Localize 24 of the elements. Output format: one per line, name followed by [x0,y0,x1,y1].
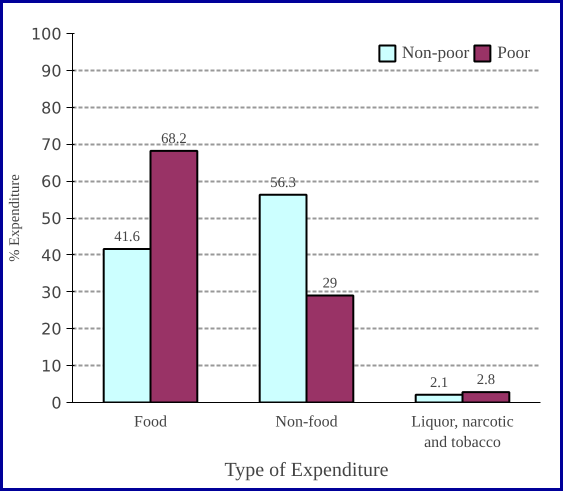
x-axis-title: Type of Expenditure [224,458,389,481]
data-label: 2.1 [430,374,448,391]
y-tick-label: 100 [30,24,62,44]
y-tick-label: 60 [41,172,62,192]
y-tick-label: 0 [51,394,62,412]
y-tick-label: 40 [41,246,62,265]
y-axis-title: % Expenditure [6,174,23,262]
data-label: 41.6 [114,228,140,245]
y-tick-label: 50 [41,209,62,228]
data-label: 56.3 [270,174,296,191]
x-tick-label: Non-food [275,414,338,430]
x-tick-label: Liquor, narcotic and tobacco [411,414,514,451]
y-tick-label: 30 [41,282,62,302]
y-tick-label: 80 [41,98,62,118]
legend-label: Poor [497,43,530,63]
y-tick-label: 90 [41,61,62,80]
x-tick-label: Food [134,414,167,430]
data-label: 68.2 [161,130,187,147]
legend-label: Non-poor [402,43,470,63]
y-tick-label: 10 [41,356,62,376]
data-label: 2.8 [476,372,496,388]
y-tick-label: 20 [41,320,62,339]
y-tick-label: 70 [41,135,62,154]
data-label: 29 [322,275,338,292]
